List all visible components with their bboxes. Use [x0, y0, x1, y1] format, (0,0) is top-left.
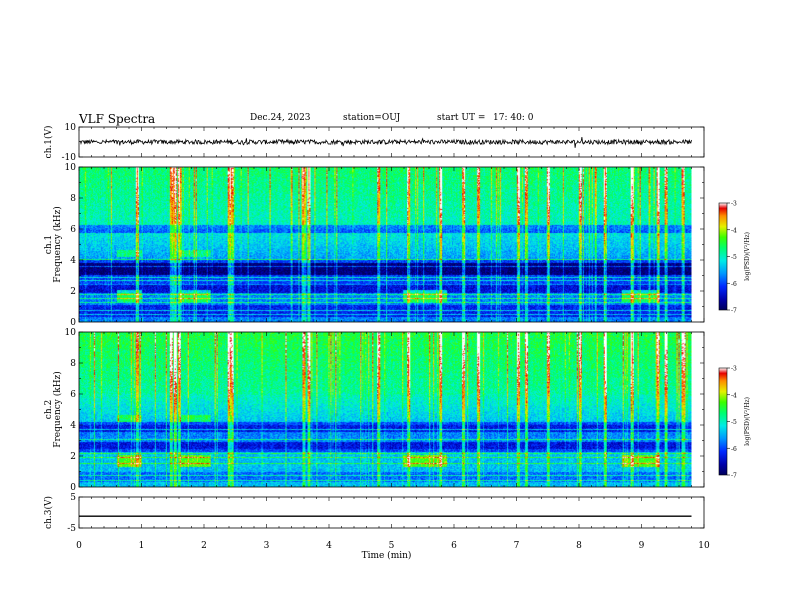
y-tick-label: 10 — [65, 123, 77, 133]
colorbar-tick-label: -6 — [731, 281, 737, 288]
ch1-waveform-trace — [78, 137, 692, 148]
x-tick-label: 9 — [639, 541, 645, 551]
ch3-waveform-ylabel: ch.3(V) — [43, 496, 54, 529]
y-tick-label: 5 — [70, 493, 76, 503]
ch1-spectrogram-colorbar — [718, 202, 728, 311]
colorbar-tick-label: -4 — [731, 227, 737, 234]
y-tick-label: 4 — [70, 256, 76, 266]
colorbar-tick-label: -5 — [731, 419, 737, 426]
station-label: station=OUJ — [343, 113, 401, 123]
y-tick-label: 8 — [70, 194, 76, 204]
y-tick-label: 8 — [70, 359, 76, 369]
colorbar-tick-label: -6 — [731, 446, 737, 453]
y-tick-label: 2 — [70, 452, 76, 462]
x-tick-label: 0 — [76, 541, 82, 551]
y-tick-label: -10 — [62, 153, 77, 163]
x-axis-label: Time (min) — [362, 550, 412, 561]
start-time-value: 17: 40: 0 — [493, 113, 534, 123]
y-tick-label: 2 — [70, 287, 76, 297]
ch2-spectrogram-image — [79, 332, 692, 487]
x-tick-label: 3 — [264, 541, 270, 551]
y-tick-label: 0 — [70, 483, 76, 493]
colorbar-label: log(PSD)(V²/Hz) — [744, 232, 751, 281]
colorbar-label: log(PSD)(V²/Hz) — [744, 397, 751, 446]
colorbar-tick-label: -3 — [731, 366, 737, 373]
colorbar-tick-label: -7 — [731, 473, 737, 480]
y-tick-label: 6 — [70, 225, 76, 235]
y-tick-label: -5 — [67, 524, 76, 534]
ch1-spectrogram-ylabel: Frequency (kHz) — [52, 206, 63, 283]
y-tick-label: 6 — [70, 390, 76, 400]
colorbar-tick-label: -4 — [731, 392, 737, 399]
y-tick-label: 10 — [65, 163, 77, 173]
x-tick-label: 1 — [139, 541, 145, 551]
colorbar-tick-label: -7 — [731, 308, 737, 315]
ch2-spectrogram-ylabel: Frequency (kHz) — [52, 371, 63, 448]
ch2-spectrogram-colorbar — [718, 367, 728, 476]
y-tick-label: 4 — [70, 421, 76, 431]
date-label: Dec.24, 2023 — [250, 113, 311, 123]
x-tick-label: 8 — [576, 541, 582, 551]
ch2-spectrogram-channel-label: ch.2 — [44, 400, 54, 419]
y-tick-label: 0 — [70, 318, 76, 328]
ch1-spectrogram-image — [79, 167, 692, 322]
y-tick-label: 10 — [65, 328, 77, 338]
x-tick-label: 7 — [514, 541, 520, 551]
x-tick-label: 5 — [389, 541, 395, 551]
x-tick-label: 4 — [326, 541, 332, 551]
ch1-spectrogram-channel-label: ch.1 — [44, 235, 54, 254]
ch1-waveform-ylabel: ch.1(V) — [43, 126, 54, 159]
x-tick-label: 6 — [451, 541, 457, 551]
start-ut-label: start UT = — [437, 113, 486, 123]
figure-title: VLF Spectra — [79, 112, 156, 126]
colorbar-tick-label: -5 — [731, 254, 737, 261]
x-tick-label: 2 — [201, 541, 207, 551]
colorbar-tick-label: -3 — [731, 201, 737, 208]
x-tick-label: 10 — [698, 541, 710, 551]
ch3-waveform-frame — [78, 496, 705, 529]
